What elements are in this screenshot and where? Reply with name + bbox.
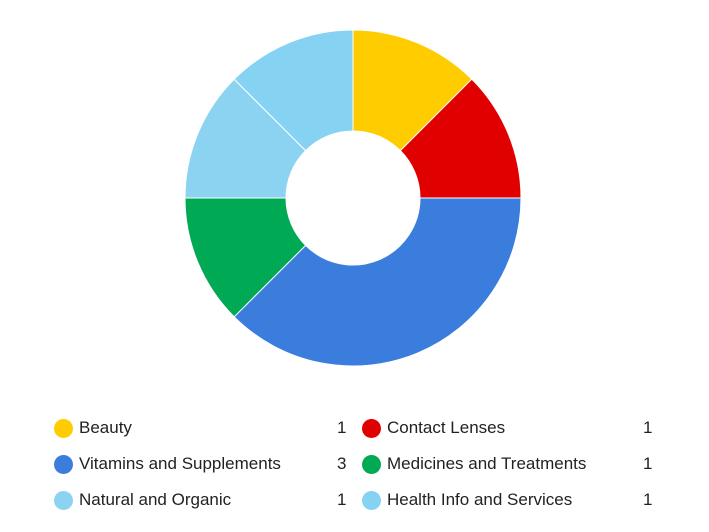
legend-item-natural-and-organic: Natural and Organic	[54, 486, 231, 514]
legend-label-contact-lenses: Contact Lenses	[387, 418, 506, 437]
legend-value-natural-and-organic: 1	[337, 490, 347, 509]
legend-item-beauty: Beauty	[54, 414, 132, 442]
legend-item-contact-lenses: Contact Lenses	[362, 414, 505, 442]
legend-item-medicines-and-treatments: Medicines and Treatments	[362, 450, 586, 478]
legend-value-medicines-and-treatments: 1	[643, 454, 653, 473]
chart-legend: Beauty 1 Contact Lenses 1 Vitamins and Suppl…	[0, 410, 709, 532]
legend-value-contact-lenses: 1	[643, 418, 653, 437]
donut-slice-contact-lenses	[399, 78, 522, 199]
donut-chart-svg	[184, 29, 522, 367]
legend-swatch-beauty	[54, 418, 73, 438]
donut-slice-health-info-and-services	[233, 29, 354, 152]
donut-chart	[184, 29, 522, 367]
legend-swatch-vitamins-and-supplements	[54, 454, 73, 474]
legend-label-beauty: Beauty	[79, 418, 132, 437]
donut-slice-beauty	[352, 29, 473, 152]
donut-slice-medicines-and-treatments	[184, 197, 307, 318]
legend-value-health-info-and-services: 1	[643, 490, 653, 509]
legend-item-vitamins-and-supplements: Vitamins and Supplements	[54, 450, 281, 478]
legend-value-vitamins-and-supplements: 3	[337, 454, 347, 473]
legend-label-health-info-and-services: Health Info and Services	[387, 490, 573, 509]
legend-value-beauty: 1	[337, 418, 347, 437]
legend-swatch-medicines-and-treatments	[362, 454, 381, 474]
legend-item-health-info-and-services: Health Info and Services	[362, 486, 572, 514]
legend-swatch-health-info-and-services	[362, 490, 381, 510]
legend-label-vitamins-and-supplements: Vitamins and Supplements	[79, 454, 281, 473]
donut-slice-natural-and-organic	[184, 78, 307, 199]
legend-label-natural-and-organic: Natural and Organic	[79, 490, 232, 509]
legend-swatch-natural-and-organic	[54, 490, 73, 510]
legend-swatch-contact-lenses	[362, 418, 381, 438]
donut-slice-vitamins-and-supplements	[233, 197, 522, 367]
legend-label-medicines-and-treatments: Medicines and Treatments	[387, 454, 587, 473]
